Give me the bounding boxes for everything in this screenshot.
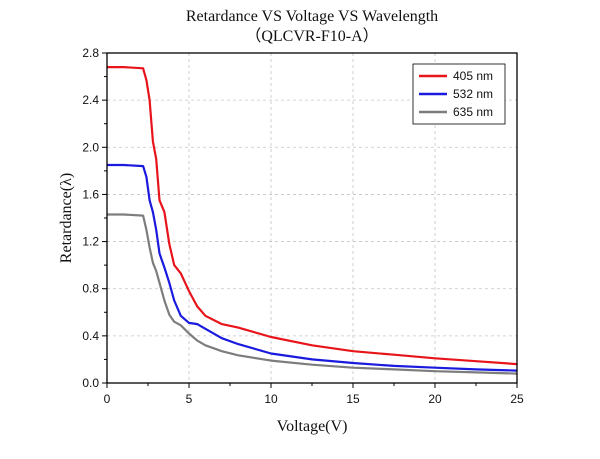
y-tick-label: 0.8: [82, 282, 99, 296]
axis-ticks: [102, 52, 518, 388]
chart-subtitle: （QLCVR-F10-A）: [245, 27, 378, 45]
x-axis-label: Voltage(V): [277, 418, 348, 435]
x-tick-label: 25: [510, 392, 524, 406]
x-tick-label: 5: [186, 392, 193, 406]
y-axis-label: Retardance(λ): [58, 173, 75, 263]
y-tick-label: 1.2: [82, 235, 99, 249]
y-tick-labels: 0.0 0.4 0.8 1.2 1.6 2.0 2.4 2.8: [82, 46, 99, 390]
x-tick-label: 10: [264, 392, 278, 406]
legend: 405 nm 532 nm 635 nm: [412, 63, 506, 125]
y-tick-label: 2.8: [82, 46, 99, 60]
y-tick-label: 0.4: [82, 329, 99, 343]
y-tick-label: 1.6: [82, 187, 99, 201]
legend-label: 532 nm: [453, 87, 493, 101]
x-tick-label: 0: [104, 392, 111, 406]
series-line: [107, 213, 518, 375]
series-line: [107, 66, 518, 366]
y-tick-label: 2.0: [82, 140, 99, 154]
x-tick-label: 20: [428, 392, 442, 406]
legend-label: 405 nm: [453, 69, 493, 83]
y-tick-label: 2.4: [82, 93, 99, 107]
x-tick-labels: 0 5 10 15 20 25: [104, 392, 524, 406]
series-group: [107, 66, 518, 375]
legend-label: 635 nm: [453, 105, 493, 119]
series-line: [107, 163, 518, 372]
y-tick-label: 0.0: [82, 376, 99, 390]
x-tick-label: 15: [346, 392, 360, 406]
chart-title: Retardance VS Voltage VS Wavelength: [186, 8, 438, 25]
